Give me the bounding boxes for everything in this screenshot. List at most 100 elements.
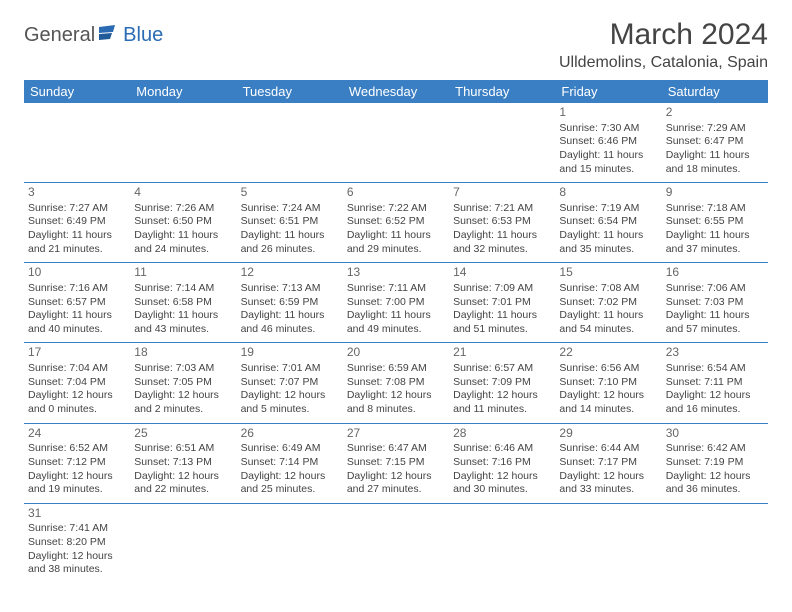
day-detail-line: Sunset: 6:49 PM bbox=[28, 215, 126, 229]
calendar-cell: 2Sunrise: 7:29 AMSunset: 6:47 PMDaylight… bbox=[662, 103, 768, 183]
day-detail-line: and 36 minutes. bbox=[666, 483, 764, 497]
day-number: 7 bbox=[453, 185, 551, 201]
day-detail-line: Sunrise: 6:57 AM bbox=[453, 362, 551, 376]
day-number: 14 bbox=[453, 265, 551, 281]
day-detail-line: Daylight: 12 hours bbox=[559, 470, 657, 484]
day-detail-line: Sunset: 6:51 PM bbox=[241, 215, 339, 229]
day-detail-line: and 29 minutes. bbox=[347, 243, 445, 257]
calendar-cell: 19Sunrise: 7:01 AMSunset: 7:07 PMDayligh… bbox=[237, 343, 343, 423]
day-detail-line: Daylight: 12 hours bbox=[28, 470, 126, 484]
calendar-cell bbox=[555, 503, 661, 583]
day-detail-line: Sunset: 7:17 PM bbox=[559, 456, 657, 470]
calendar-cell: 25Sunrise: 6:51 AMSunset: 7:13 PMDayligh… bbox=[130, 423, 236, 503]
calendar-row: 24Sunrise: 6:52 AMSunset: 7:12 PMDayligh… bbox=[24, 423, 768, 503]
day-detail-line: and 8 minutes. bbox=[347, 403, 445, 417]
day-number: 22 bbox=[559, 345, 657, 361]
day-number: 26 bbox=[241, 426, 339, 442]
day-detail-line: and 16 minutes. bbox=[666, 403, 764, 417]
day-header: Wednesday bbox=[343, 80, 449, 103]
day-detail-line: Sunset: 6:50 PM bbox=[134, 215, 232, 229]
day-detail-line: Daylight: 11 hours bbox=[241, 229, 339, 243]
day-detail-line: and 5 minutes. bbox=[241, 403, 339, 417]
day-detail-line: Daylight: 11 hours bbox=[559, 229, 657, 243]
day-detail-line: Sunset: 7:00 PM bbox=[347, 296, 445, 310]
day-number: 2 bbox=[666, 105, 764, 121]
calendar-cell bbox=[130, 103, 236, 183]
calendar-row: 17Sunrise: 7:04 AMSunset: 7:04 PMDayligh… bbox=[24, 343, 768, 423]
day-detail-line: Sunrise: 7:16 AM bbox=[28, 282, 126, 296]
day-detail-line: Daylight: 12 hours bbox=[347, 389, 445, 403]
calendar-cell: 24Sunrise: 6:52 AMSunset: 7:12 PMDayligh… bbox=[24, 423, 130, 503]
calendar-cell: 5Sunrise: 7:24 AMSunset: 6:51 PMDaylight… bbox=[237, 183, 343, 263]
calendar-cell: 7Sunrise: 7:21 AMSunset: 6:53 PMDaylight… bbox=[449, 183, 555, 263]
calendar-cell: 14Sunrise: 7:09 AMSunset: 7:01 PMDayligh… bbox=[449, 263, 555, 343]
day-detail-line: Sunset: 7:02 PM bbox=[559, 296, 657, 310]
calendar-row: 31Sunrise: 7:41 AMSunset: 8:20 PMDayligh… bbox=[24, 503, 768, 583]
day-detail-line: Daylight: 12 hours bbox=[347, 470, 445, 484]
calendar-cell bbox=[237, 103, 343, 183]
calendar-cell: 29Sunrise: 6:44 AMSunset: 7:17 PMDayligh… bbox=[555, 423, 661, 503]
day-detail-line: Daylight: 11 hours bbox=[559, 149, 657, 163]
calendar-cell: 23Sunrise: 6:54 AMSunset: 7:11 PMDayligh… bbox=[662, 343, 768, 423]
day-header: Sunday bbox=[24, 80, 130, 103]
calendar-cell bbox=[343, 103, 449, 183]
day-header: Monday bbox=[130, 80, 236, 103]
day-detail-line: and 38 minutes. bbox=[28, 563, 126, 577]
day-header: Tuesday bbox=[237, 80, 343, 103]
day-number: 18 bbox=[134, 345, 232, 361]
day-detail-line: Sunset: 8:20 PM bbox=[28, 536, 126, 550]
day-detail-line: Sunrise: 6:46 AM bbox=[453, 442, 551, 456]
header: General Blue March 2024 Ulldemolins, Cat… bbox=[24, 18, 768, 72]
calendar-cell bbox=[237, 503, 343, 583]
calendar-cell: 1Sunrise: 7:30 AMSunset: 6:46 PMDaylight… bbox=[555, 103, 661, 183]
day-detail-line: Sunrise: 6:51 AM bbox=[134, 442, 232, 456]
day-detail-line: Sunrise: 7:41 AM bbox=[28, 522, 126, 536]
day-detail-line: Sunset: 7:09 PM bbox=[453, 376, 551, 390]
day-detail-line: Sunset: 7:19 PM bbox=[666, 456, 764, 470]
day-detail-line: and 14 minutes. bbox=[559, 403, 657, 417]
day-number: 10 bbox=[28, 265, 126, 281]
day-detail-line: Daylight: 12 hours bbox=[134, 470, 232, 484]
day-detail-line: Sunrise: 7:06 AM bbox=[666, 282, 764, 296]
calendar-cell bbox=[130, 503, 236, 583]
day-number: 4 bbox=[134, 185, 232, 201]
day-detail-line: Sunrise: 7:29 AM bbox=[666, 122, 764, 136]
day-number: 16 bbox=[666, 265, 764, 281]
day-detail-line: Daylight: 11 hours bbox=[28, 309, 126, 323]
day-detail-line: Daylight: 11 hours bbox=[666, 309, 764, 323]
calendar-head: SundayMondayTuesdayWednesdayThursdayFrid… bbox=[24, 80, 768, 103]
day-detail-line: Sunset: 7:16 PM bbox=[453, 456, 551, 470]
day-detail-line: Sunset: 6:52 PM bbox=[347, 215, 445, 229]
day-detail-line: Sunset: 6:46 PM bbox=[559, 135, 657, 149]
day-detail-line: and 51 minutes. bbox=[453, 323, 551, 337]
day-detail-line: Sunrise: 7:01 AM bbox=[241, 362, 339, 376]
day-detail-line: Sunrise: 7:13 AM bbox=[241, 282, 339, 296]
day-detail-line: and 21 minutes. bbox=[28, 243, 126, 257]
calendar-cell: 15Sunrise: 7:08 AMSunset: 7:02 PMDayligh… bbox=[555, 263, 661, 343]
day-detail-line: and 46 minutes. bbox=[241, 323, 339, 337]
day-number: 21 bbox=[453, 345, 551, 361]
month-title: March 2024 bbox=[559, 18, 768, 52]
day-detail-line: Daylight: 12 hours bbox=[241, 389, 339, 403]
day-detail-line: Daylight: 11 hours bbox=[453, 309, 551, 323]
day-detail-line: Sunrise: 6:56 AM bbox=[559, 362, 657, 376]
calendar-cell: 22Sunrise: 6:56 AMSunset: 7:10 PMDayligh… bbox=[555, 343, 661, 423]
calendar-cell: 30Sunrise: 6:42 AMSunset: 7:19 PMDayligh… bbox=[662, 423, 768, 503]
day-detail-line: Sunrise: 6:42 AM bbox=[666, 442, 764, 456]
calendar-cell: 17Sunrise: 7:04 AMSunset: 7:04 PMDayligh… bbox=[24, 343, 130, 423]
day-detail-line: Sunrise: 7:04 AM bbox=[28, 362, 126, 376]
day-number: 3 bbox=[28, 185, 126, 201]
calendar-row: 1Sunrise: 7:30 AMSunset: 6:46 PMDaylight… bbox=[24, 103, 768, 183]
day-detail-line: Sunrise: 6:44 AM bbox=[559, 442, 657, 456]
day-number: 15 bbox=[559, 265, 657, 281]
day-detail-line: Daylight: 12 hours bbox=[241, 470, 339, 484]
day-detail-line: Sunset: 6:55 PM bbox=[666, 215, 764, 229]
day-detail-line: Sunrise: 7:18 AM bbox=[666, 202, 764, 216]
day-number: 24 bbox=[28, 426, 126, 442]
day-number: 6 bbox=[347, 185, 445, 201]
title-block: March 2024 Ulldemolins, Catalonia, Spain bbox=[559, 18, 768, 72]
calendar-cell: 18Sunrise: 7:03 AMSunset: 7:05 PMDayligh… bbox=[130, 343, 236, 423]
day-detail-line: Sunset: 7:11 PM bbox=[666, 376, 764, 390]
day-detail-line: and 15 minutes. bbox=[559, 163, 657, 177]
day-detail-line: Sunrise: 7:22 AM bbox=[347, 202, 445, 216]
